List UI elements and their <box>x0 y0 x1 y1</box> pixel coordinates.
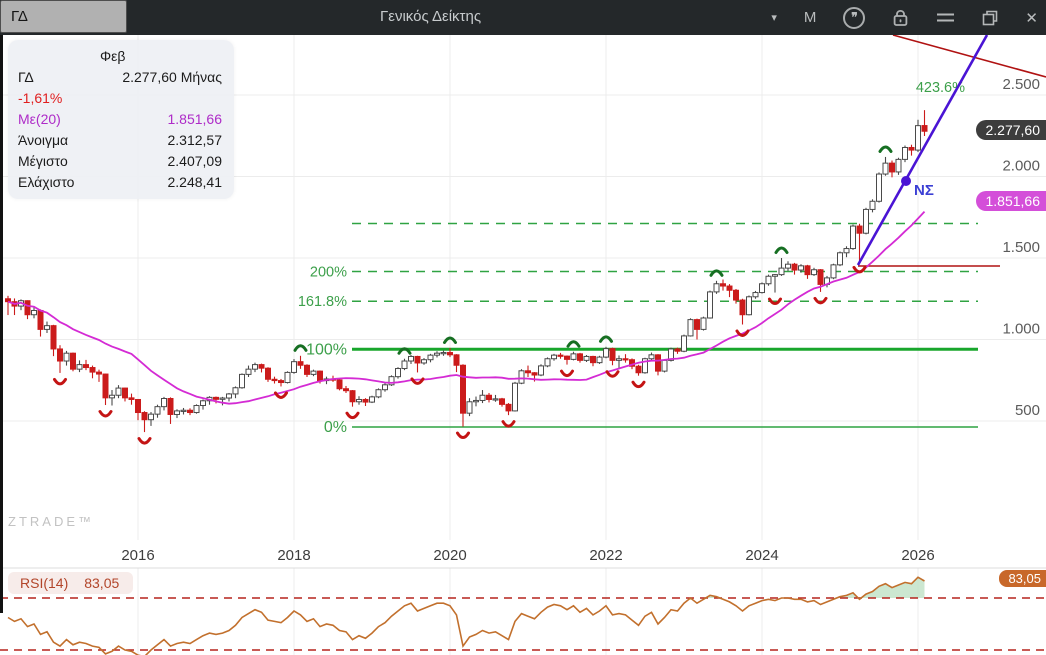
high-value: 2.407,09 <box>167 152 223 169</box>
symbol-tab[interactable]: ΓΔ <box>0 0 127 33</box>
up-fractal-icon <box>443 336 457 344</box>
price-tick-label: 1.500 <box>1002 239 1040 256</box>
down-fractal-icon <box>274 391 288 399</box>
year-tick-label: 2026 <box>901 547 934 564</box>
down-fractal-icon <box>813 296 828 305</box>
price-tick-label: 1.000 <box>1002 321 1040 338</box>
trendline-node <box>901 176 911 186</box>
symbol-label: ΓΔ <box>18 68 34 85</box>
year-tick-label: 2024 <box>745 547 778 564</box>
low-label: Ελάχιστο <box>18 173 75 190</box>
high-label: Μέγιστο <box>18 152 68 169</box>
quote-icon[interactable]: ❞ <box>843 6 866 29</box>
up-fractal-icon <box>397 347 412 355</box>
price-tick-label: 2.000 <box>1002 158 1040 175</box>
ma-label: Με(20) <box>18 110 61 127</box>
period-label: Φεβ <box>100 47 126 64</box>
ohlc-info-panel: Φεβ ΓΔ 2.277,60 Μήνας -1,61% Με(20) 1.85… <box>8 40 234 199</box>
year-tick-label: 2022 <box>589 547 622 564</box>
low-value: 2.248,41 <box>167 173 223 190</box>
down-fractal-icon <box>735 329 750 337</box>
fib-label: 200% <box>310 265 347 281</box>
candlestick-layer <box>5 110 928 433</box>
down-fractal-icon <box>605 370 620 378</box>
last-price-value: 2.277,60 <box>122 68 177 85</box>
rsi-overbought-fill <box>8 577 925 598</box>
timeframe-m-button[interactable]: M <box>803 9 817 26</box>
year-tick-label: 2016 <box>121 547 154 564</box>
price-tick-label: 2.500 <box>1002 76 1040 93</box>
ns-annotation: ΝΣ <box>914 182 934 199</box>
red-trendlines <box>858 34 1046 267</box>
up-fractal-icon <box>878 145 893 153</box>
down-fractal-icon <box>410 377 425 385</box>
open-label: Άνοιγμα <box>18 131 69 148</box>
down-fractal-icon <box>852 265 867 274</box>
down-fractal-icon <box>137 437 152 445</box>
watermark: ZTRADE™ <box>8 514 94 529</box>
year-tick-label: 2018 <box>277 547 310 564</box>
down-fractal-icon <box>768 297 782 306</box>
last-price-badge: 2.277,60 <box>975 120 1046 140</box>
down-fractal-icon <box>456 431 470 440</box>
up-fractal-icon <box>709 269 724 277</box>
down-fractal-icon <box>98 410 113 418</box>
rsi-line <box>7 576 925 655</box>
fib-label: 100% <box>306 341 347 358</box>
rsi-label: RSI(14) <box>20 575 69 591</box>
up-fractal-icon <box>293 344 308 352</box>
fib-label: 423.6% <box>916 80 965 96</box>
up-fractal-icon <box>774 246 789 254</box>
rsi-indicator-label[interactable]: RSI(14) 83,05 <box>8 572 134 594</box>
fib-label: 161.8% <box>298 294 347 310</box>
blue-trendline <box>856 34 989 266</box>
ma-value: 1.851,66 <box>167 110 223 127</box>
down-fractal-icon <box>345 411 360 420</box>
symbol-tab-label: ΓΔ <box>11 8 28 25</box>
fibonacci-levels: 423.6% 200% 161.8% 100% 0% <box>298 80 978 436</box>
rsi-value-badge: 83,05 <box>999 570 1046 587</box>
down-fractal-icon <box>501 420 516 428</box>
close-icon[interactable]: ✕ <box>1025 9 1038 27</box>
timeframe-value: Μήνας <box>180 68 222 85</box>
fractal-markers <box>53 145 893 445</box>
axis-labels: 2016 2018 2020 2022 2024 2026 2.500 2.000 1.500 1… <box>121 76 1040 564</box>
rsi-pane <box>0 567 1046 655</box>
up-fractal-icon <box>599 335 613 343</box>
window-title: Γενικός Δείκτης <box>380 8 482 25</box>
open-value: 2.312,57 <box>167 131 223 148</box>
ma-value-badge: 1.851,66 <box>975 191 1046 211</box>
lock-icon[interactable] <box>892 8 909 27</box>
down-fractal-icon <box>560 369 574 378</box>
down-fractal-icon <box>631 380 646 389</box>
restore-window-icon[interactable] <box>982 10 998 26</box>
up-fractal-icon <box>566 340 581 348</box>
price-tick-label: 500 <box>1015 402 1040 419</box>
year-tick-label: 2020 <box>433 547 466 564</box>
change-percent: -1,61% <box>18 89 63 106</box>
titlebar-icons: ▾ M ❞ ✕ <box>771 0 1038 35</box>
rsi-current-value: 83,05 <box>84 575 120 591</box>
chevron-down-icon[interactable]: ▾ <box>771 12 777 24</box>
fib-label: 0% <box>324 419 347 436</box>
panel-edge-divider <box>0 35 3 613</box>
menu-icon[interactable] <box>936 11 955 24</box>
ma20-line <box>7 210 926 405</box>
titlebar: ΓΔ Γενικός Δείκτης ▾ M ❞ <box>0 0 1046 35</box>
down-fractal-icon <box>53 377 67 386</box>
